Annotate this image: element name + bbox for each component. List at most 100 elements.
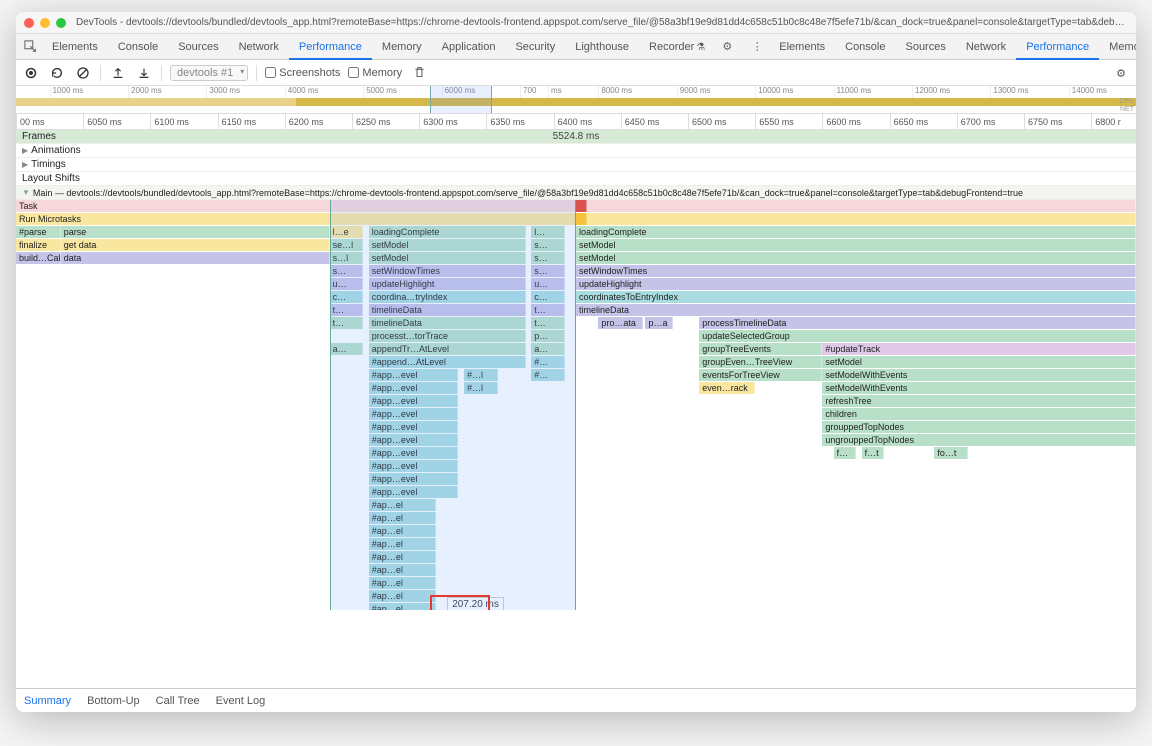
flame-cell[interactable]: groupEven…TreeView (699, 356, 822, 368)
flame-cell[interactable]: data (61, 252, 330, 264)
tab-network[interactable]: Network (229, 34, 289, 60)
flame-cell[interactable]: t… (531, 317, 565, 329)
flame-cell[interactable]: children (822, 408, 1136, 420)
flame-cell[interactable]: s… (531, 239, 565, 251)
download-icon[interactable] (135, 64, 153, 82)
main-track-header[interactable]: ▼Main — devtools://devtools/bundled/devt… (16, 186, 1136, 200)
kebab-menu-icon[interactable]: ⋮ (749, 39, 765, 55)
flame-cell[interactable]: #app…evel (369, 421, 459, 433)
flame-cell[interactable]: s… (330, 265, 364, 277)
flame-cell[interactable]: #append…AtLevel (369, 356, 526, 368)
screenshots-checkbox[interactable]: Screenshots (265, 67, 340, 79)
record-icon[interactable] (22, 64, 40, 82)
tab-memory[interactable]: Memory (372, 34, 432, 60)
details-tab-event log[interactable]: Event Log (216, 695, 266, 707)
flame-cell[interactable]: parse (61, 226, 330, 238)
flame-chart[interactable]: 207.20 ms TaskRun Microtasks#parseparsel… (16, 200, 1136, 610)
flame-cell[interactable]: loadingComplete (576, 226, 1136, 238)
flame-cell[interactable]: timelineData (369, 317, 526, 329)
flame-cell[interactable]: get data (61, 239, 330, 251)
flame-cell[interactable]: setModel (369, 252, 526, 264)
flame-cell[interactable]: processTimelineData (699, 317, 1136, 329)
animations-track[interactable]: ▶Animations (16, 144, 1136, 158)
flame-cell[interactable]: #app…evel (369, 486, 459, 498)
flame-cell[interactable]: #updateTrack (822, 343, 1136, 355)
settings-gear-icon[interactable]: ⚙ (719, 39, 735, 55)
flame-cell[interactable]: #ap…el (369, 603, 436, 610)
tab-memory[interactable]: Memory (1099, 34, 1136, 60)
memory-checkbox[interactable]: Memory (348, 67, 402, 79)
details-tab-call tree[interactable]: Call Tree (156, 695, 200, 707)
flame-cell[interactable]: coordinatesToEntryIndex (576, 291, 1136, 303)
flame-cell[interactable]: even…rack (699, 382, 755, 394)
flame-cell[interactable]: Task (16, 200, 1136, 212)
flame-cell[interactable]: #ap…el (369, 577, 436, 589)
panel-settings-icon[interactable]: ⚙ (1112, 64, 1130, 82)
flame-cell[interactable]: grouppedTopNodes (822, 421, 1136, 433)
flame-cell[interactable]: setModel (822, 356, 1136, 368)
tab-sources[interactable]: Sources (168, 34, 228, 60)
flame-cell[interactable]: setModel (576, 252, 1136, 264)
tab-performance[interactable]: Performance (1016, 34, 1099, 60)
flame-cell[interactable]: Run Microtasks (16, 213, 1136, 225)
flame-cell[interactable]: s… (531, 265, 565, 277)
flame-cell[interactable]: #app…evel (369, 460, 459, 472)
flame-cell[interactable]: s…l (330, 252, 364, 264)
flame-cell[interactable]: #app…evel (369, 369, 459, 381)
flame-cell[interactable]: #app…evel (369, 395, 459, 407)
flame-cell[interactable]: t… (330, 317, 364, 329)
flame-cell[interactable]: c… (531, 291, 565, 303)
flame-cell[interactable]: a… (531, 343, 565, 355)
flame-cell[interactable]: setModel (369, 239, 526, 251)
flame-cell[interactable]: p… (531, 330, 565, 342)
flame-cell[interactable]: updateHighlight (369, 278, 526, 290)
flame-cell[interactable]: p…a (645, 317, 673, 329)
flame-cell[interactable]: t… (531, 304, 565, 316)
flame-cell[interactable]: refreshTree (822, 395, 1136, 407)
flame-cell[interactable]: f… (834, 447, 856, 459)
flame-cell[interactable]: loadingComplete (369, 226, 526, 238)
flame-cell[interactable]: #ap…el (369, 512, 436, 524)
flame-cell[interactable]: c… (330, 291, 364, 303)
tab-lighthouse[interactable]: Lighthouse (565, 34, 639, 60)
flame-cell[interactable]: coordina…tryIndex (369, 291, 526, 303)
flame-cell[interactable]: setModel (576, 239, 1136, 251)
flame-cell[interactable]: #…l (464, 369, 498, 381)
layout-shifts-track[interactable]: Layout Shifts (16, 172, 1136, 186)
flame-cell[interactable]: #parse (16, 226, 61, 238)
zoom-dot[interactable] (56, 18, 66, 28)
flame-cell[interactable]: #… (531, 369, 565, 381)
upload-icon[interactable] (109, 64, 127, 82)
overview-selection[interactable] (430, 86, 492, 113)
details-tab-bottom-up[interactable]: Bottom-Up (87, 695, 140, 707)
flame-cell[interactable]: u… (330, 278, 364, 290)
tab-elements[interactable]: Elements (769, 34, 835, 60)
flame-cell[interactable]: s… (531, 252, 565, 264)
flame-cell[interactable]: updateHighlight (576, 278, 1136, 290)
flame-cell[interactable]: #app…evel (369, 473, 459, 485)
tab-network[interactable]: Network (956, 34, 1016, 60)
tab-security[interactable]: Security (505, 34, 565, 60)
timings-track[interactable]: ▶Timings (16, 158, 1136, 172)
flame-cell[interactable]: #ap…el (369, 564, 436, 576)
flame-cell[interactable]: #… (531, 356, 565, 368)
flame-cell[interactable]: l… (531, 226, 565, 238)
flame-cell[interactable]: #ap…el (369, 590, 436, 602)
close-dot[interactable] (24, 18, 34, 28)
flame-cell[interactable]: #ap…el (369, 551, 436, 563)
clear-icon[interactable] (74, 64, 92, 82)
details-tab-summary[interactable]: Summary (24, 695, 71, 707)
flame-cell[interactable]: timelineData (369, 304, 526, 316)
tab-console[interactable]: Console (108, 34, 168, 60)
target-select[interactable]: devtools #1 (170, 65, 248, 81)
flame-cell[interactable]: se…l (330, 239, 364, 251)
flame-cell[interactable]: finalize (16, 239, 61, 251)
flame-cell[interactable]: #app…evel (369, 434, 459, 446)
flame-cell[interactable]: pro…ata (598, 317, 643, 329)
flame-cell[interactable]: f…t (862, 447, 884, 459)
tab-sources[interactable]: Sources (895, 34, 955, 60)
minimize-dot[interactable] (40, 18, 50, 28)
flame-cell[interactable]: #ap…el (369, 538, 436, 550)
frames-track[interactable]: Frames 5524.8 ms (16, 130, 1136, 144)
flame-cell[interactable]: #app…evel (369, 447, 459, 459)
